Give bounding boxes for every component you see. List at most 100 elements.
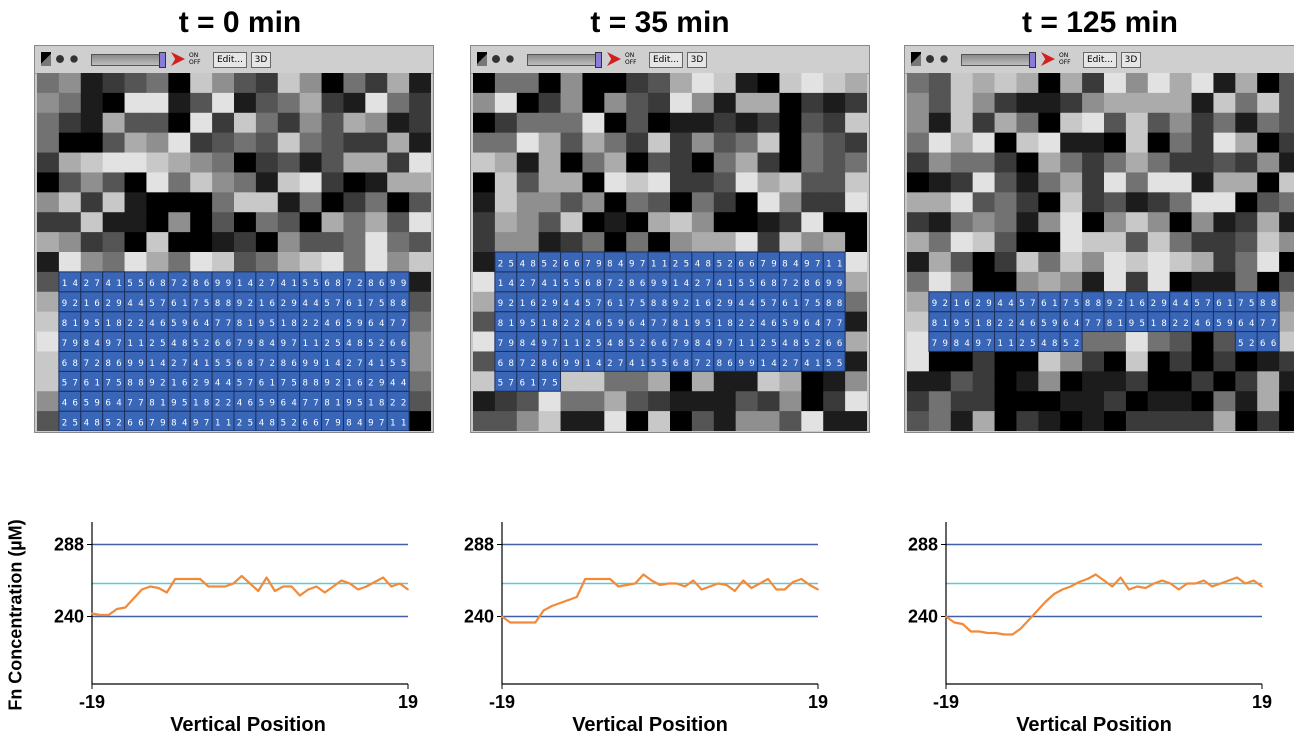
x-tick-label: 19	[808, 692, 828, 710]
speed-slider[interactable]	[527, 54, 599, 66]
cell-id-label: 8 4	[84, 339, 100, 349]
lattice-site	[560, 92, 583, 114]
lattice-site	[757, 411, 780, 431]
lattice-site	[473, 331, 496, 352]
cell-id-label: 6 1	[607, 299, 623, 309]
reset-icon[interactable]	[477, 52, 487, 66]
lattice-site	[321, 192, 344, 213]
lattice-site	[1235, 371, 1258, 392]
cell-id-label: 6 4	[281, 399, 297, 409]
cell-id-label: 2 7	[346, 359, 362, 369]
lattice-site	[168, 212, 191, 233]
lattice-site	[538, 112, 562, 134]
lattice-site	[1213, 172, 1236, 193]
lattice-site	[1125, 112, 1149, 134]
speed-slider-knob[interactable]	[159, 52, 166, 68]
lattice-site	[1016, 73, 1039, 94]
horizontal-arrows-icon[interactable]	[490, 52, 502, 66]
lattice-site	[321, 212, 344, 233]
lattice-site	[494, 192, 518, 213]
lattice-site	[80, 73, 104, 94]
cell-id-label: 9 5	[695, 319, 711, 329]
lattice-site	[473, 371, 496, 392]
lattice-site	[124, 232, 147, 253]
view-3d-button[interactable]: 3D	[687, 52, 707, 68]
lattice-site	[1147, 132, 1171, 154]
lattice-site	[146, 252, 169, 273]
play-arrow-icon[interactable]	[1041, 52, 1055, 66]
on-off-toggle[interactable]: ON OFF	[625, 52, 637, 66]
lattice-site	[950, 212, 974, 233]
cell-id-label: 1 8	[193, 399, 209, 409]
lattice-site	[1279, 371, 1294, 392]
lattice-site	[365, 192, 388, 213]
lattice-site	[190, 192, 213, 213]
lattice-site	[757, 172, 780, 193]
profile-point	[625, 584, 628, 586]
profile-point	[667, 582, 670, 585]
lattice-site	[845, 112, 867, 134]
y-tick-label: 240	[908, 607, 938, 627]
lattice-site	[473, 73, 496, 94]
lattice-site	[1147, 192, 1171, 213]
lattice-site	[299, 212, 323, 233]
on-off-toggle[interactable]: ON OFF	[1059, 52, 1071, 66]
edit-button[interactable]: Edit...	[1083, 52, 1117, 68]
lattice-site	[516, 172, 540, 193]
view-3d-button[interactable]: 3D	[1121, 52, 1141, 68]
lattice-site	[58, 232, 82, 253]
speed-slider-knob[interactable]	[595, 52, 602, 68]
lattice-site	[713, 73, 737, 94]
lattice-site	[37, 391, 60, 412]
vertical-arrows-icon[interactable]	[505, 52, 515, 66]
horizontal-arrows-icon[interactable]	[54, 52, 66, 66]
lattice-site	[1104, 132, 1127, 154]
cell-id-label: 2 7	[84, 279, 100, 289]
lattice-site	[735, 152, 759, 173]
lattice-site	[1257, 172, 1280, 193]
lattice-site	[80, 92, 104, 114]
on-off-toggle[interactable]: ON OFF	[189, 52, 201, 66]
view-3d-button[interactable]: 3D	[251, 52, 271, 68]
profile-point	[1053, 593, 1056, 595]
speed-slider[interactable]	[91, 54, 163, 66]
lattice-site	[1038, 232, 1061, 253]
vertical-arrows-icon[interactable]	[69, 52, 79, 66]
edit-button[interactable]: Edit...	[649, 52, 683, 68]
lattice-site	[1060, 232, 1083, 253]
lattice-site	[972, 152, 996, 173]
cell-id-label: 4 1	[368, 359, 384, 369]
cell-id-label: 9 7	[629, 259, 645, 269]
reset-icon[interactable]	[911, 52, 921, 66]
profile-point	[1019, 627, 1022, 630]
lattice-site	[299, 132, 323, 154]
lattice-site	[1060, 112, 1083, 134]
play-arrow-icon[interactable]	[607, 52, 621, 66]
cell-id-label: 8 8	[1085, 299, 1101, 309]
lattice-site	[58, 73, 82, 94]
speed-slider[interactable]	[961, 54, 1033, 66]
lattice-site	[1016, 132, 1039, 154]
lattice-site	[1169, 112, 1193, 134]
lattice-site	[168, 172, 191, 193]
cell-id-label: 5 5	[826, 359, 842, 369]
lattice-site	[823, 391, 846, 412]
cell-id-label: 6 1	[1041, 299, 1057, 309]
edit-button[interactable]: Edit...	[213, 52, 247, 68]
lattice-site	[277, 132, 301, 154]
vertical-arrows-icon[interactable]	[939, 52, 949, 66]
reset-icon[interactable]	[41, 52, 51, 66]
profile-point	[534, 621, 537, 624]
lattice-site	[494, 92, 518, 114]
cell-id-label: 1 1	[127, 339, 143, 349]
horizontal-arrows-icon[interactable]	[924, 52, 936, 66]
lattice-site	[560, 112, 583, 134]
lattice-site	[1279, 331, 1294, 352]
cell-id-label: 8 4	[782, 259, 798, 269]
lattice-site	[473, 92, 496, 114]
cell-id-label: 7 5	[541, 379, 557, 389]
speed-slider-knob[interactable]	[1029, 52, 1036, 68]
lattice-site	[1104, 172, 1127, 193]
lattice-site	[1038, 132, 1061, 154]
play-arrow-icon[interactable]	[171, 52, 185, 66]
